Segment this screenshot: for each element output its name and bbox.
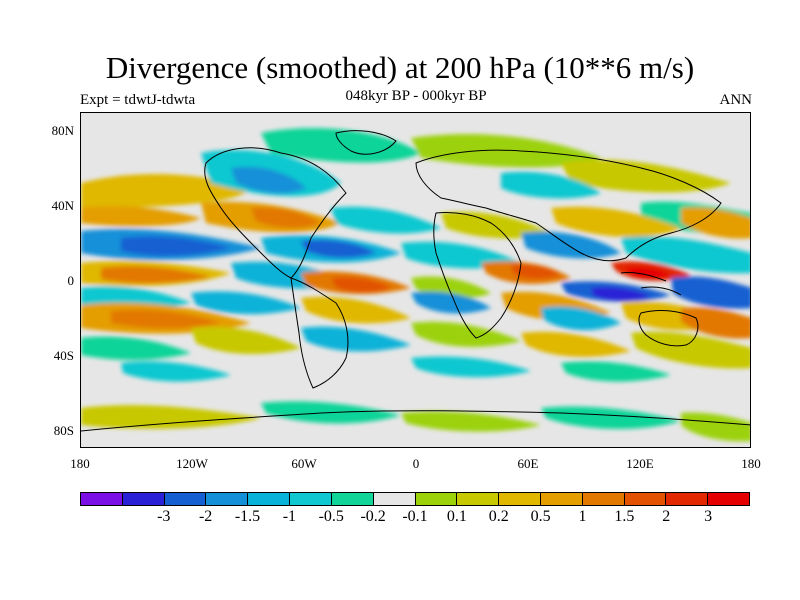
colorbar-cell	[290, 493, 332, 505]
colorbar-cell	[164, 493, 207, 505]
colorbar-label: -3	[157, 508, 171, 525]
colorbar-label: -0.1	[402, 508, 428, 525]
season-label: ANN	[719, 92, 753, 108]
x-tick-60w: 60W	[291, 456, 317, 471]
colorbar-cell	[81, 493, 123, 505]
y-tick-40n: 40N	[51, 198, 74, 213]
colorbar-cell	[122, 493, 165, 505]
x-tick-0: 0	[412, 456, 420, 471]
colorbar-label: 2	[662, 508, 671, 525]
colorbar-cell	[331, 493, 374, 505]
x-tick-60e: 60E	[517, 456, 539, 471]
colorbar-cell	[206, 493, 249, 505]
y-tick-80s: 80S	[53, 423, 74, 438]
plot-title: Divergence (smoothed) at 200 hPa (10**6 …	[105, 50, 695, 85]
colorbar-cell	[373, 493, 416, 505]
colorbar-cell	[248, 493, 291, 505]
colorbar-cell	[582, 493, 625, 505]
colorbar-label: -0.2	[360, 508, 386, 525]
colorbar-cell	[540, 493, 583, 505]
colorbar-cell	[499, 493, 541, 505]
colorbar-label: 0.1	[446, 508, 467, 525]
x-tick-120e: 120E	[626, 456, 654, 471]
divergence-shading	[81, 128, 750, 442]
colorbar-cell	[457, 493, 500, 505]
y-tick-40s: 40S	[53, 348, 74, 363]
colorbar-label: -1.5	[234, 508, 261, 525]
colorbar	[80, 492, 750, 506]
y-tick-80n: 80N	[51, 123, 74, 138]
colorbar-label: -0.5	[318, 508, 344, 525]
colorbar-label: 0.5	[530, 508, 551, 525]
colorbar-label: -2	[198, 508, 213, 525]
colorbar-cell	[415, 493, 458, 505]
colorbar-label: 1	[578, 508, 587, 525]
colorbar-label: 1.5	[614, 508, 635, 525]
experiment-label: Expt = tdwtJ-tdwta	[80, 92, 196, 108]
colorbar-label: 3	[704, 508, 713, 525]
x-tick-120w: 120W	[176, 456, 208, 471]
coastlines	[81, 130, 750, 432]
colorbar-cell	[666, 493, 709, 505]
x-tick-180-right: 180	[741, 456, 761, 471]
colorbar-label: 0.2	[488, 508, 509, 525]
colorbar-cell	[624, 493, 667, 505]
x-tick-180-left: 180	[70, 456, 90, 471]
map-plot-area	[80, 112, 751, 448]
colorbar-cell	[708, 493, 749, 505]
period-label: 048kyr BP - 000kyr BP	[345, 88, 487, 104]
y-tick-0: 0	[67, 273, 75, 288]
colorbar-label: -1	[282, 508, 297, 525]
divergence-map	[81, 113, 750, 447]
